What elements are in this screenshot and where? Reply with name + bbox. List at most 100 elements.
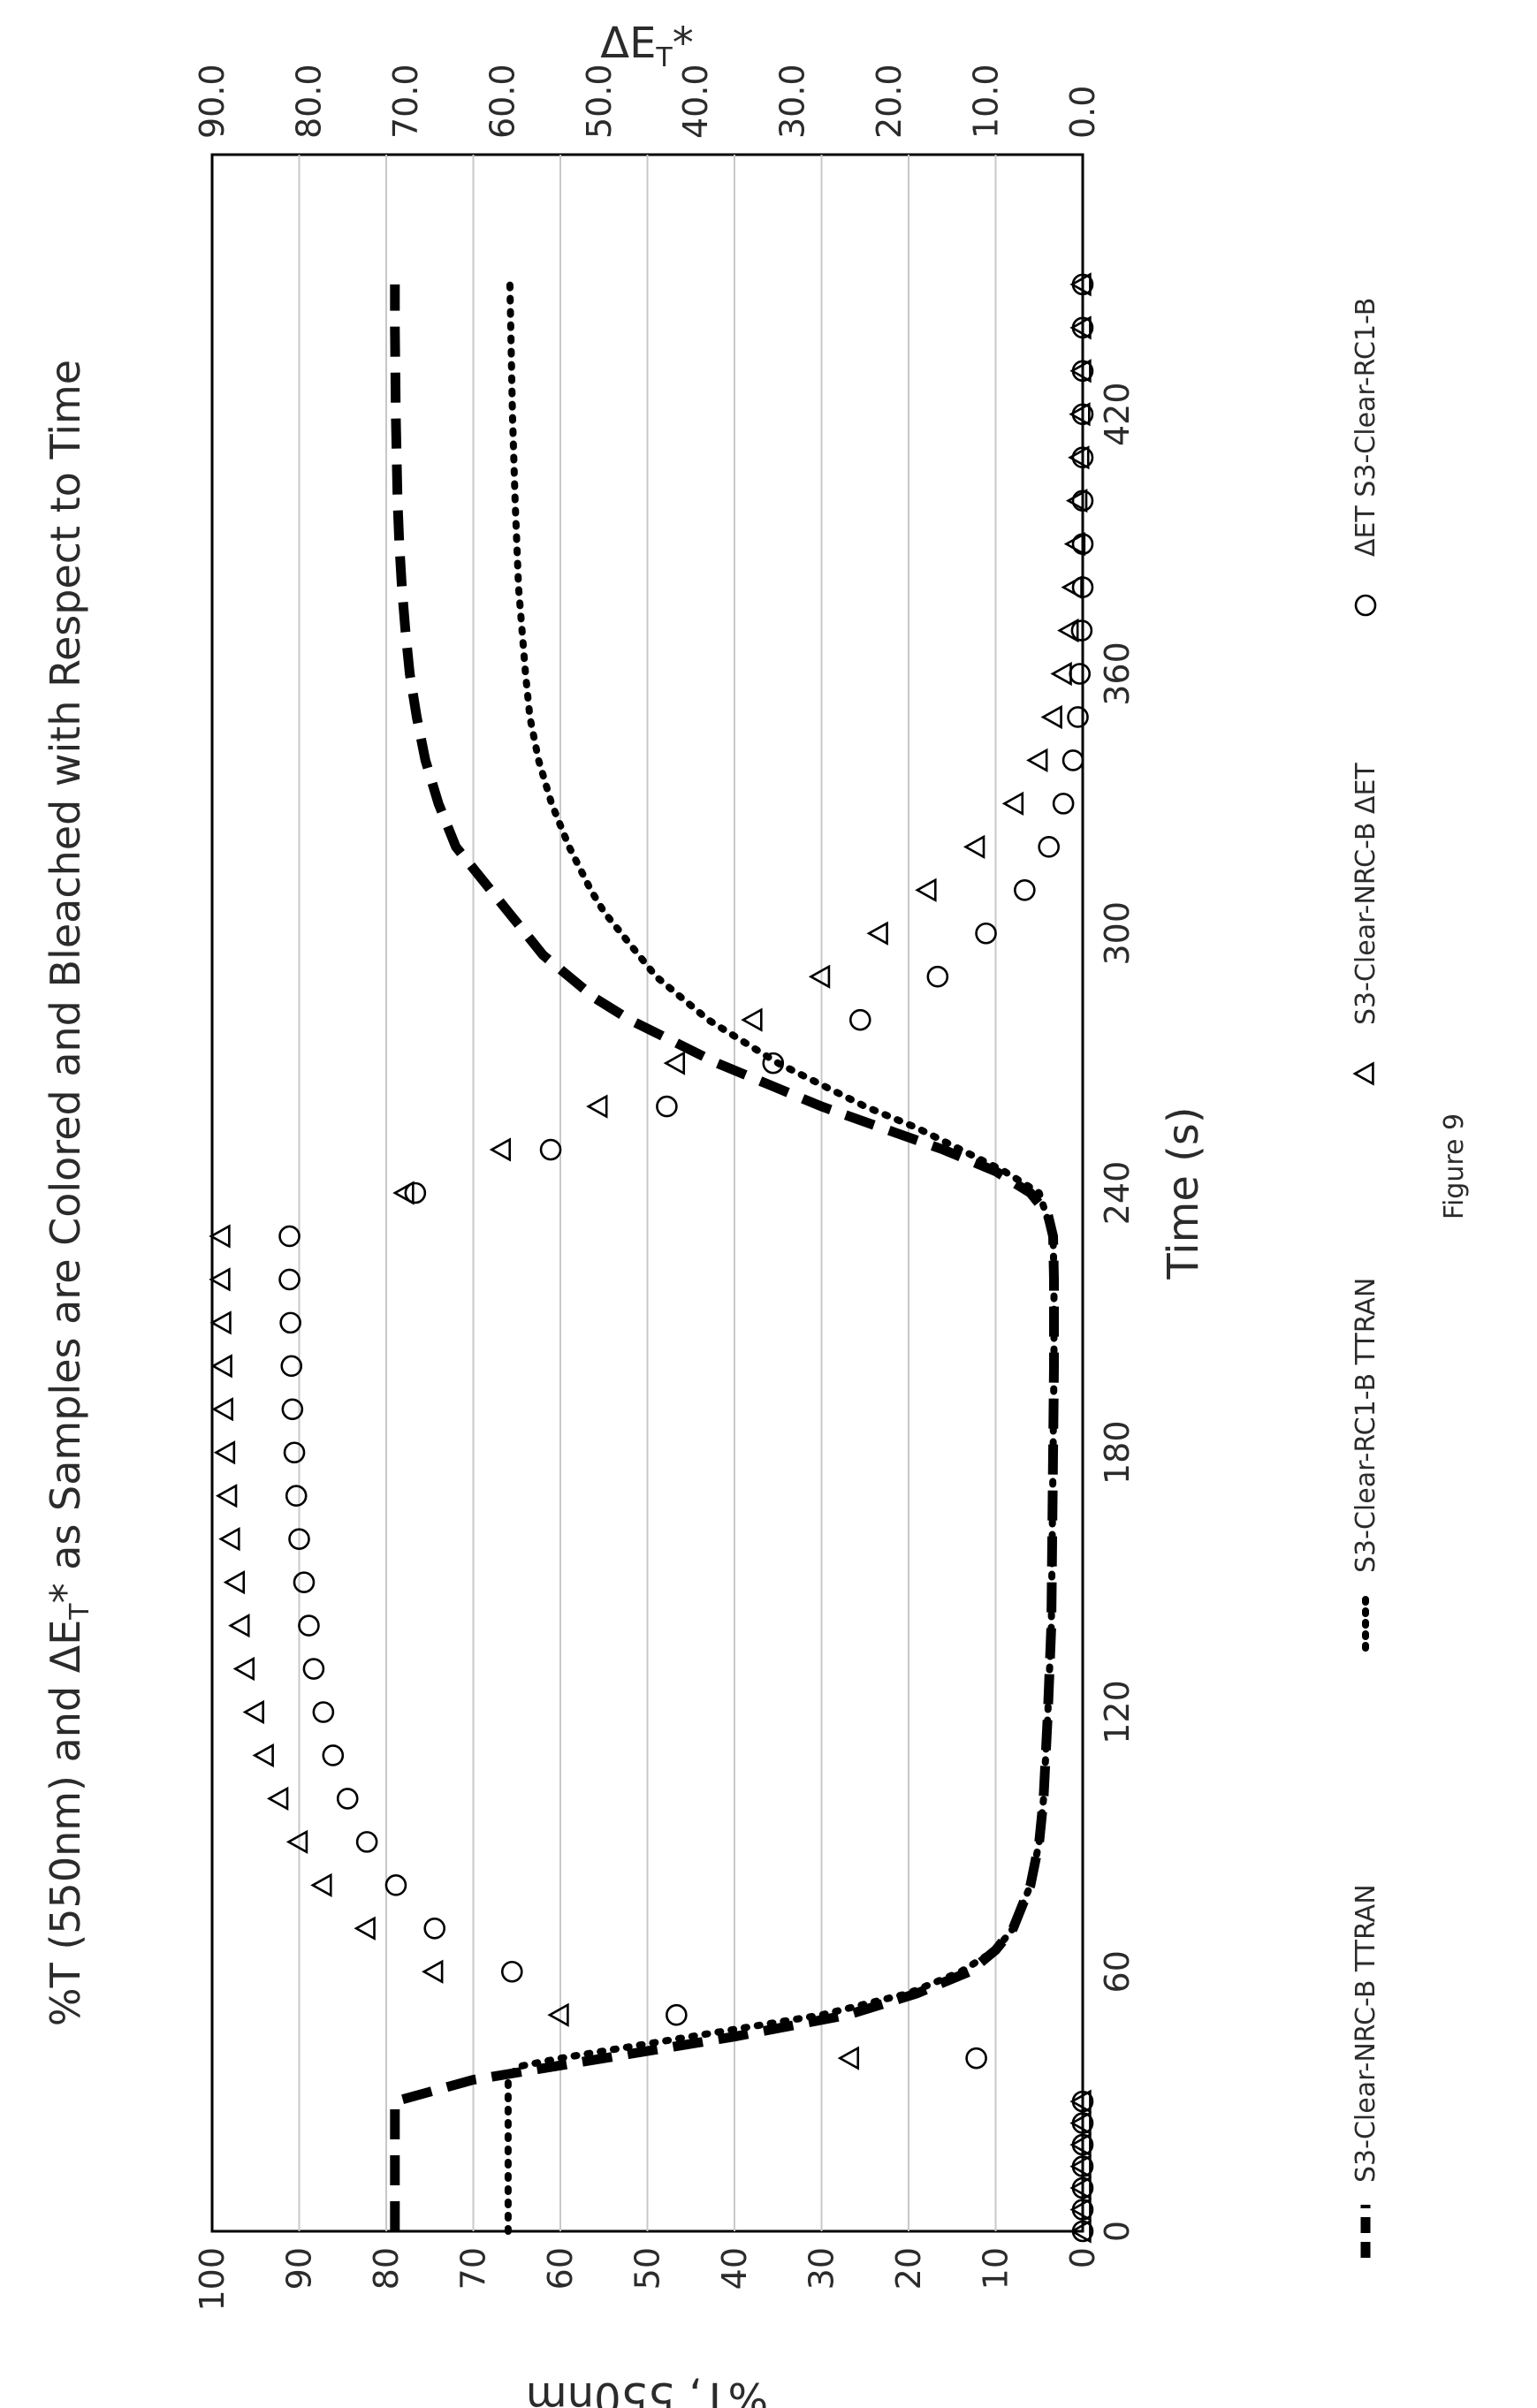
data-point [547,2002,569,2027]
data-point [392,1181,415,1205]
data-point [293,1571,316,1593]
data-point [1071,360,1094,383]
series-3 [209,272,1092,2244]
data-point [915,877,937,902]
legend-label: S3-Clear-RC1-B TTRAN [1351,1278,1381,1573]
data-point [281,1398,304,1421]
data-point [322,1744,345,1766]
data-point [355,1831,378,1853]
rotated-chart: 0 60 120 180 240 300 360 420 0 10 20 30 40 50 60 70 80 90… [42,19,1381,2408]
data-point [1001,791,1024,816]
data-point [422,1959,444,1984]
data-point [1070,619,1093,642]
legend-label: S3-Clear-NRC-B ΔET [1351,763,1381,1025]
legend-item: ΔET S3-Clear-RC1-B [1351,298,1381,617]
data-point [1071,2220,1094,2243]
data-point [1071,2155,1094,2177]
data-point [298,1614,320,1637]
y2-tick-label: 20.0 [870,64,909,139]
data-point [656,1095,678,1118]
data-point [209,1310,232,1335]
x-axis-title: Time (s) [1159,1106,1208,1280]
chart-title: %T (550nm) and ΔET* as Samples are Color… [42,360,95,2026]
y-tick-label: 30 [803,2247,841,2290]
data-point [266,1786,289,1812]
data-point [1071,403,1094,426]
data-point [1071,273,1094,296]
data-point [218,1527,240,1552]
y-tick-label: 10 [977,2247,1016,2290]
data-point [1069,402,1091,427]
y2-tick-label: 60.0 [483,64,521,139]
legend-label: S3-Clear-NRC-B TTRAN [1351,1884,1381,2183]
data-point [963,834,985,859]
y-tick-label: 0 [1063,2247,1102,2268]
data-point [586,1094,608,1119]
y2-tick-label: 90.0 [193,64,232,139]
data-point [288,1528,310,1550]
data-point [354,1916,376,1941]
data-point [762,1052,785,1075]
series-2 [504,280,1058,2235]
data-point [209,1224,231,1249]
y-axis-title: %T, 550nm [526,2373,768,2408]
y-tick-label: 100 [193,2247,232,2312]
data-point [1069,2132,1092,2157]
data-point [1057,618,1079,643]
data-point [285,1829,308,1854]
data-point [223,1570,246,1595]
data-point [1026,748,1048,773]
data-point [384,1874,407,1896]
data-point [279,1311,301,1334]
data-point [211,1397,233,1422]
data-point [404,1181,427,1204]
data-point [1069,315,1092,340]
y2-tick-label: 0.0 [1063,86,1102,139]
data-point [1040,704,1062,730]
x-tick-label: 300 [1098,901,1137,966]
data-point [210,1354,232,1379]
data-point [1071,2176,1094,2199]
legend: S3-Clear-NRC-B TTRAN S3-Clear-RC1-B TTRAN… [1351,298,1381,2258]
data-point [310,1872,332,1897]
data-point [1061,574,1083,600]
y-tick-label: 60 [541,2247,580,2290]
legend-item: S3-Clear-NRC-B TTRAN [1351,1884,1381,2258]
data-point [1071,446,1094,469]
data-point [1069,663,1092,685]
data-point [666,2003,688,2026]
y2-axis-title: ΔET* [600,19,694,73]
series-4 [278,273,1094,2243]
data-point [1014,878,1036,901]
x-tick-label: 120 [1098,1680,1137,1744]
data-point [1069,2089,1092,2114]
data-point [1052,793,1075,815]
data-point [1067,706,1089,728]
data-point [283,1441,306,1464]
data-point [215,1484,238,1508]
legend-label: ΔET S3-Clear-RC1-B [1351,298,1381,557]
data-point [848,1008,871,1031]
data-point [209,1267,231,1292]
data-point [1038,836,1060,858]
y2-tick-label: 80.0 [289,64,328,139]
data-point [1061,749,1084,771]
data-point [1071,490,1094,512]
y-tick-label: 40 [715,2247,754,2290]
data-point [837,2046,860,2070]
data-point [1071,2090,1094,2113]
y2-tick-label: 50.0 [580,64,619,139]
grid-lines [298,155,997,2231]
data-point [1069,2110,1092,2136]
data-point [663,1051,686,1075]
x-tick-label: 60 [1098,1950,1137,1993]
legend-swatch [1354,594,1377,617]
data-point [1071,316,1094,339]
data-point [1050,661,1072,687]
legend-swatch [1352,1061,1374,1086]
data-point [213,1440,236,1465]
series-layer [209,272,1094,2244]
data-point [965,2047,987,2070]
data-point [500,1960,523,1983]
y2-tick-label: 70.0 [386,64,425,139]
